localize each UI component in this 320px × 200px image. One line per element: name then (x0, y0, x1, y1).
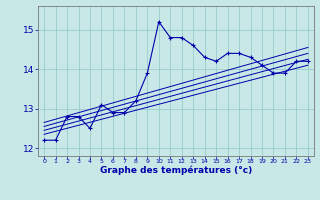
X-axis label: Graphe des températures (°c): Graphe des températures (°c) (100, 166, 252, 175)
